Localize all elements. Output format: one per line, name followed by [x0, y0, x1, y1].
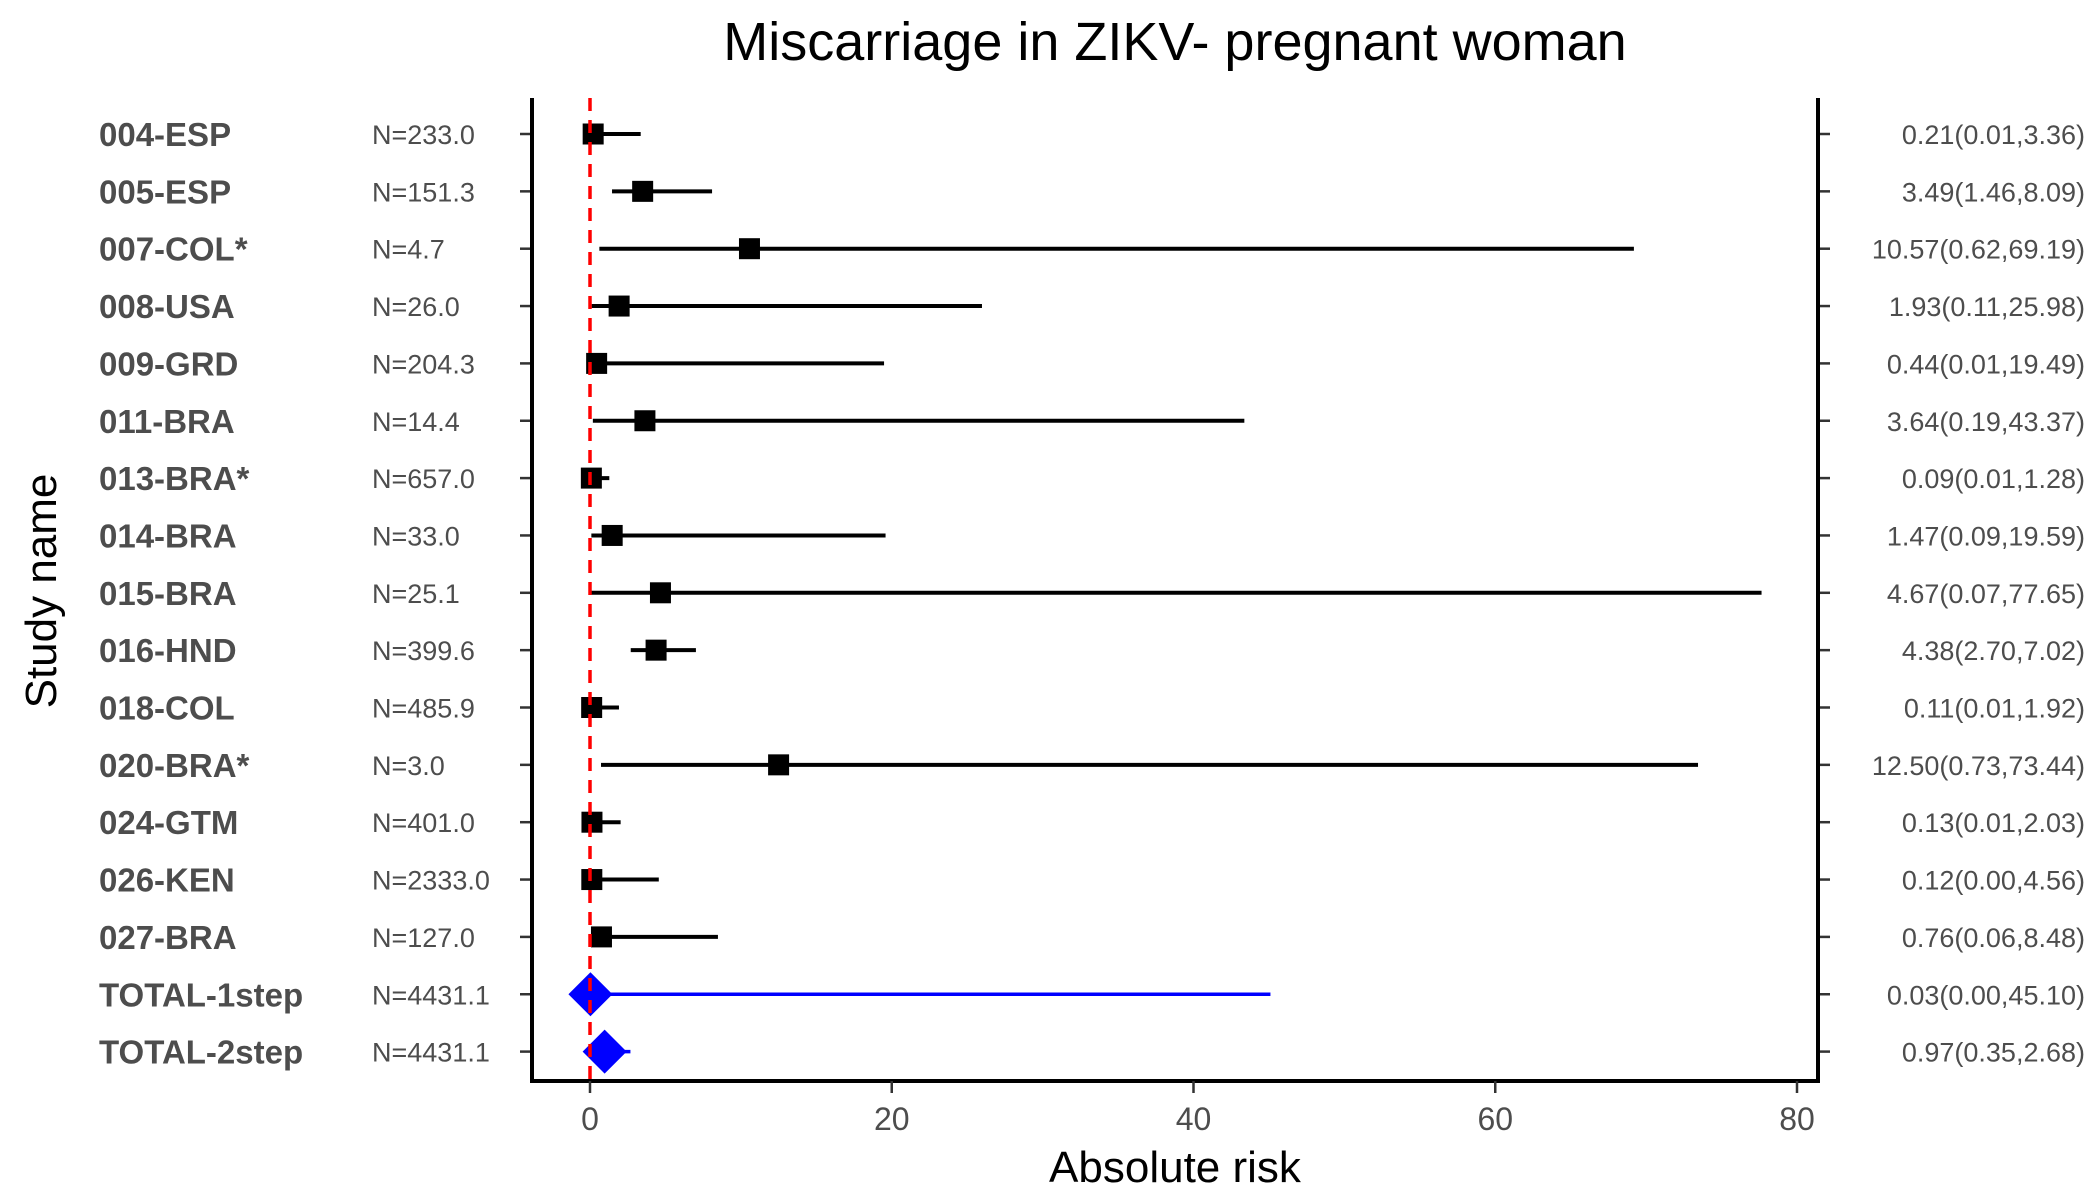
study-name-label: 015-BRA — [99, 575, 237, 612]
point-estimate-marker — [645, 639, 667, 661]
estimate-ci-label: 0.13(0.01,2.03) — [1902, 808, 2085, 838]
forest-row: 026-KEN N=2333.0 0.12(0.00,4.56) — [99, 862, 2085, 899]
point-estimate-marker — [582, 123, 604, 145]
point-estimate-marker — [581, 811, 603, 833]
point-estimate-marker — [632, 180, 654, 202]
forest-row: 011-BRA N=14.4 3.64(0.19,43.37) — [99, 403, 2085, 440]
forest-row: 018-COL N=485.9 0.11(0.01,1.92) — [99, 690, 2085, 727]
forest-row: 020-BRA* N=3.0 12.50(0.73,73.44) — [99, 747, 2085, 784]
study-name-label: 024-GTM — [99, 804, 238, 841]
study-name-label: 027-BRA — [99, 919, 237, 956]
point-estimate-marker — [649, 582, 671, 604]
forest-row: TOTAL-2step N=4431.1 0.97(0.35,2.68) — [99, 1029, 2085, 1074]
sample-size-label: N=25.1 — [372, 579, 460, 609]
forest-row: 005-ESP N=151.3 3.49(1.46,8.09) — [99, 173, 2085, 210]
study-name-label: 011-BRA — [99, 403, 235, 440]
y-axis-label: Study name — [17, 474, 66, 709]
x-axis-label: Absolute risk — [1049, 1143, 1302, 1192]
estimate-ci-label: 0.09(0.01,1.28) — [1902, 464, 2085, 494]
pooled-estimate-diamond — [582, 1029, 627, 1074]
sample-size-label: N=485.9 — [372, 694, 475, 724]
sample-size-label: N=233.0 — [372, 120, 475, 150]
x-tick-label: 0 — [581, 1101, 599, 1137]
estimate-ci-label: 0.76(0.06,8.48) — [1902, 923, 2085, 953]
estimate-ci-label: 3.64(0.19,43.37) — [1887, 407, 2085, 437]
sample-size-label: N=26.0 — [372, 292, 460, 322]
forest-row: 024-GTM N=401.0 0.13(0.01,2.03) — [99, 804, 2085, 841]
point-estimate-marker — [738, 238, 760, 260]
sample-size-label: N=2333.0 — [372, 866, 490, 896]
estimate-ci-label: 12.50(0.73,73.44) — [1872, 751, 2085, 781]
study-name-label: 007-COL* — [99, 231, 248, 268]
study-name-label: TOTAL-1step — [99, 976, 303, 1013]
forest-row: 027-BRA N=127.0 0.76(0.06,8.48) — [99, 919, 2085, 956]
study-name-label: 016-HND — [99, 632, 237, 669]
point-estimate-marker — [768, 754, 790, 776]
sample-size-label: N=204.3 — [372, 349, 475, 379]
sample-size-label: N=657.0 — [372, 464, 475, 494]
forest-row: TOTAL-1step N=4431.1 0.03(0.00,45.10) — [99, 972, 2085, 1017]
sample-size-label: N=3.0 — [372, 751, 445, 781]
estimate-ci-label: 0.44(0.01,19.49) — [1887, 349, 2085, 379]
estimate-ci-label: 0.97(0.35,2.68) — [1902, 1038, 2085, 1068]
study-name-label: 004-ESP — [99, 116, 231, 153]
pooled-estimate-diamond — [568, 972, 613, 1017]
study-name-label: 008-USA — [99, 288, 235, 325]
rows-layer: 004-ESP N=233.0 0.21(0.01,3.36) 005-ESP N=15… — [99, 116, 2085, 1074]
estimate-ci-label: 4.38(2.70,7.02) — [1902, 636, 2085, 666]
sample-size-label: N=151.3 — [372, 177, 475, 207]
study-name-label: 013-BRA* — [99, 460, 250, 497]
sample-size-label: N=14.4 — [372, 407, 460, 437]
forest-row: 015-BRA N=25.1 4.67(0.07,77.65) — [99, 575, 2085, 612]
point-estimate-marker — [634, 410, 656, 432]
estimate-ci-label: 0.12(0.00,4.56) — [1902, 866, 2085, 896]
estimate-ci-label: 1.93(0.11,25.98) — [1889, 292, 2085, 322]
x-tick-label: 60 — [1477, 1101, 1513, 1137]
sample-size-label: N=4431.1 — [372, 1038, 490, 1068]
sample-size-label: N=401.0 — [372, 808, 475, 838]
study-name-label: 009-GRD — [99, 345, 238, 382]
forest-row: 004-ESP N=233.0 0.21(0.01,3.36) — [99, 116, 2085, 153]
point-estimate-marker — [581, 697, 603, 718]
forest-row: 016-HND N=399.6 4.38(2.70,7.02) — [99, 632, 2085, 669]
forest-row: 007-COL* N=4.7 10.57(0.62,69.19) — [99, 231, 2085, 268]
point-estimate-marker — [608, 295, 630, 317]
sample-size-label: N=4431.1 — [372, 980, 490, 1010]
point-estimate-marker — [581, 869, 603, 891]
forest-row: 008-USA N=26.0 1.93(0.11,25.98) — [99, 288, 2085, 325]
sample-size-label: N=4.7 — [372, 235, 445, 265]
study-name-label: 018-COL — [99, 690, 235, 727]
x-tick-label: 20 — [874, 1101, 910, 1137]
study-name-label: 020-BRA* — [99, 747, 250, 784]
estimate-ci-label: 0.11(0.01,1.92) — [1904, 694, 2085, 724]
estimate-ci-label: 4.67(0.07,77.65) — [1887, 579, 2085, 609]
sample-size-label: N=127.0 — [372, 923, 475, 953]
study-name-label: TOTAL-2step — [99, 1034, 303, 1071]
estimate-ci-label: 1.47(0.09,19.59) — [1887, 521, 2085, 551]
forest-row: 009-GRD N=204.3 0.44(0.01,19.49) — [99, 345, 2085, 382]
chart-title: Miscarriage in ZIKV- pregnant woman — [723, 12, 1626, 72]
x-tick-label: 40 — [1176, 1101, 1212, 1137]
study-name-label: 026-KEN — [99, 862, 235, 899]
axes-layer — [530, 98, 1820, 1083]
study-name-label: 014-BRA — [99, 517, 237, 554]
study-name-label: 005-ESP — [99, 173, 231, 210]
sample-size-label: N=33.0 — [372, 521, 460, 551]
x-ticks: 0 20 40 60 80 — [581, 1081, 1815, 1137]
estimate-ci-label: 0.03(0.00,45.10) — [1887, 980, 2085, 1010]
forest-row: 013-BRA* N=657.0 0.09(0.01,1.28) — [99, 460, 2085, 497]
estimate-ci-label: 3.49(1.46,8.09) — [1902, 177, 2085, 207]
estimate-ci-label: 0.21(0.01,3.36) — [1902, 120, 2085, 150]
forest-row: 014-BRA N=33.0 1.47(0.09,19.59) — [99, 517, 2085, 554]
estimate-ci-label: 10.57(0.62,69.19) — [1872, 235, 2085, 265]
point-estimate-marker — [601, 524, 623, 546]
x-tick-label: 80 — [1779, 1101, 1815, 1137]
point-estimate-marker — [590, 926, 612, 948]
sample-size-label: N=399.6 — [372, 636, 475, 666]
